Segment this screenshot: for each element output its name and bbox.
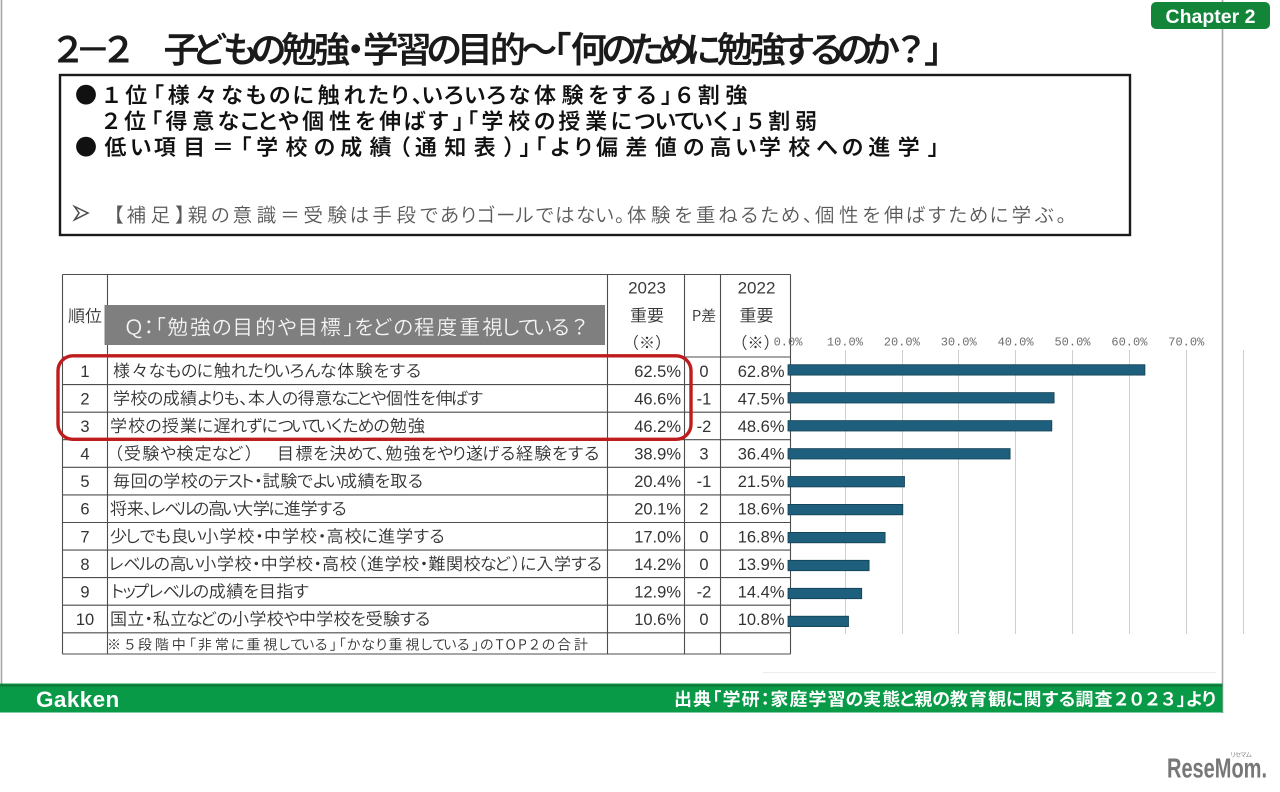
svg-text:9: 9 <box>80 583 89 601</box>
svg-text:36.4%: 36.4% <box>738 446 785 464</box>
svg-text:62.8%: 62.8% <box>738 363 785 381</box>
svg-text:18.6%: 18.6% <box>738 501 785 519</box>
svg-text:0: 0 <box>699 528 708 546</box>
svg-text:40.0%: 40.0% <box>998 336 1035 350</box>
svg-text:10.6%: 10.6% <box>634 611 681 629</box>
svg-text:13.9%: 13.9% <box>738 556 785 574</box>
svg-text:38.9%: 38.9% <box>634 446 681 464</box>
svg-text:4: 4 <box>80 446 89 464</box>
svg-text:8: 8 <box>80 556 89 574</box>
svg-text:5: 5 <box>80 473 89 491</box>
svg-text:3: 3 <box>699 446 708 464</box>
svg-text:50.0%: 50.0% <box>1054 336 1091 350</box>
svg-text:-1: -1 <box>697 390 712 408</box>
svg-text:2022: 2022 <box>738 279 776 298</box>
svg-text:12.9%: 12.9% <box>634 583 681 601</box>
svg-text:10.0%: 10.0% <box>827 336 864 350</box>
svg-text:62.5%: 62.5% <box>634 363 681 381</box>
svg-text:2023: 2023 <box>628 279 666 298</box>
svg-text:-2: -2 <box>697 583 712 601</box>
svg-text:20.0%: 20.0% <box>884 336 921 350</box>
svg-text:14.2%: 14.2% <box>634 556 681 574</box>
svg-text:1: 1 <box>80 363 89 381</box>
svg-text:-2: -2 <box>697 418 712 436</box>
svg-text:14.4%: 14.4% <box>738 583 785 601</box>
svg-text:17.0%: 17.0% <box>634 528 681 546</box>
svg-text:46.2%: 46.2% <box>634 418 681 436</box>
svg-text:ReseMom.: ReseMom. <box>1167 753 1267 784</box>
svg-text:0: 0 <box>699 556 708 574</box>
svg-text:-1: -1 <box>697 473 712 491</box>
svg-text:2: 2 <box>699 501 708 519</box>
svg-text:2: 2 <box>80 390 89 408</box>
svg-text:Chapter 2: Chapter 2 <box>1166 6 1256 28</box>
svg-text:20.4%: 20.4% <box>634 473 681 491</box>
svg-text:0.0%: 0.0% <box>774 336 804 350</box>
svg-text:Gakken: Gakken <box>36 687 120 712</box>
svg-text:60.0%: 60.0% <box>1111 336 1148 350</box>
svg-text:10.8%: 10.8% <box>738 611 785 629</box>
svg-text:30.0%: 30.0% <box>941 336 978 350</box>
svg-text:0: 0 <box>699 363 708 381</box>
svg-text:20.1%: 20.1% <box>634 501 681 519</box>
svg-text:0: 0 <box>699 611 708 629</box>
svg-text:46.6%: 46.6% <box>634 390 681 408</box>
svg-text:16.8%: 16.8% <box>738 528 785 546</box>
svg-text:6: 6 <box>80 501 89 519</box>
svg-text:21.5%: 21.5% <box>738 473 785 491</box>
svg-text:7: 7 <box>80 528 89 546</box>
svg-text:70.0%: 70.0% <box>1168 336 1205 350</box>
svg-text:3: 3 <box>80 418 89 436</box>
svg-text:48.6%: 48.6% <box>738 418 785 436</box>
svg-text:47.5%: 47.5% <box>738 390 785 408</box>
svg-text:10: 10 <box>76 611 94 629</box>
